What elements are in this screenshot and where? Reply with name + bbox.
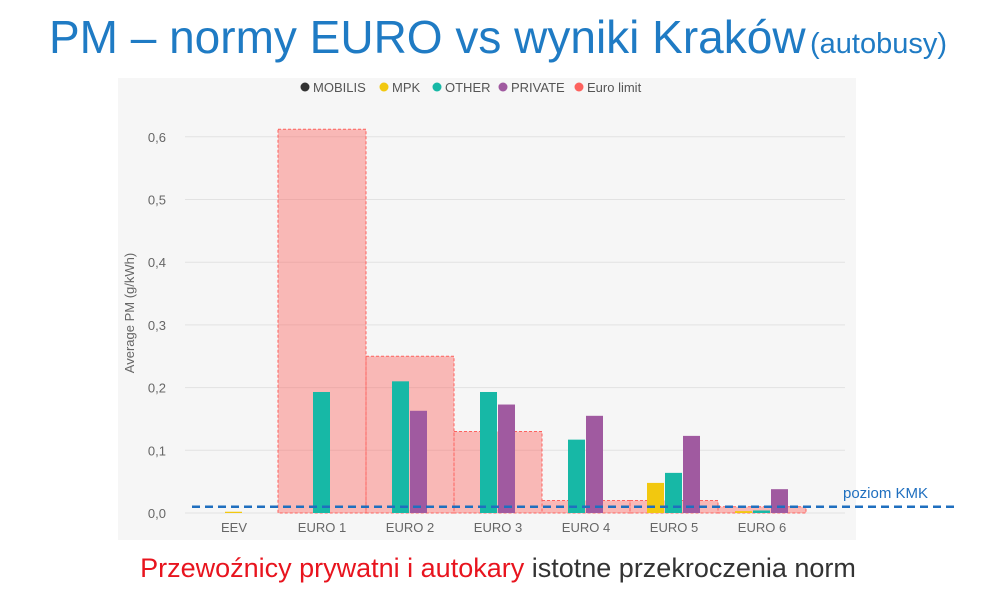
bar-mpk <box>735 511 752 513</box>
footer-caption: Przewoźnicy prywatni i autokary istotne … <box>0 553 996 584</box>
y-tick-label: 0,4 <box>148 255 166 270</box>
legend-label-euro-limit: Euro limit <box>587 80 642 95</box>
y-tick-label: 0,6 <box>148 130 166 145</box>
bar-other <box>313 391 330 513</box>
x-tick-label: EURO 2 <box>386 520 434 535</box>
legend-marker-private <box>498 82 508 92</box>
x-tick-label: EURO 4 <box>562 520 610 535</box>
legend-marker-other <box>432 82 442 92</box>
bar-private <box>410 410 427 513</box>
bar-private <box>498 404 515 513</box>
euro-limit-step <box>717 506 807 514</box>
x-tick-label: EURO 5 <box>650 520 698 535</box>
y-tick-label: 0,0 <box>148 506 166 521</box>
bar-private <box>586 415 603 513</box>
title-main: PM – normy EURO vs wyniki Kraków <box>48 11 806 63</box>
axes: 0,0 0,1 0,2 0,3 0,4 0,5 0,6 Average PM (g/kWh) E… <box>122 130 786 535</box>
footer-highlight: Przewoźnicy prywatni i autokary <box>140 553 525 583</box>
y-tick-label: 0,5 <box>148 193 166 208</box>
bar-other <box>392 381 409 513</box>
kmk-reference-label: poziom KMK <box>843 485 928 502</box>
kmk-reference: poziom KMK <box>192 485 958 508</box>
footer-rest: istotne przekroczenia norm <box>531 553 856 583</box>
bars <box>225 381 788 513</box>
bar-private <box>683 435 700 513</box>
bar-mpk <box>647 482 664 513</box>
legend-marker-euro-limit <box>574 82 584 92</box>
y-tick-label: 0,3 <box>148 318 166 333</box>
x-tick-label: EURO 1 <box>298 520 346 535</box>
legend-marker-mobilis <box>300 82 310 92</box>
legend-marker-mpk <box>379 82 389 92</box>
bar-mpk <box>225 511 242 513</box>
bar-other <box>568 439 585 513</box>
x-tick-label: EURO 6 <box>738 520 786 535</box>
bar-other <box>665 472 682 513</box>
legend-label-mpk: MPK <box>392 80 421 95</box>
pm-chart: 0,0 0,1 0,2 0,3 0,4 0,5 0,6 Average PM (g/kWh) E… <box>122 80 958 535</box>
y-axis-title: Average PM (g/kWh) <box>122 253 137 373</box>
bar-private <box>771 489 788 513</box>
legend: MOBILIS MPK OTHER PRIVATE Euro limit <box>300 80 642 95</box>
x-tick-label: EEV <box>221 520 247 535</box>
x-tick-label: EURO 3 <box>474 520 522 535</box>
legend-label-private: PRIVATE <box>511 80 565 95</box>
title-sub: (autobusy) <box>810 28 948 60</box>
slide-title: PM – normy EURO vs wyniki Kraków (autobu… <box>0 10 996 64</box>
bar-other <box>753 510 770 513</box>
legend-label-mobilis: MOBILIS <box>313 80 366 95</box>
y-tick-label: 0,2 <box>148 381 166 396</box>
legend-label-other: OTHER <box>445 80 491 95</box>
y-tick-label: 0,1 <box>148 443 166 458</box>
bar-other <box>480 391 497 513</box>
